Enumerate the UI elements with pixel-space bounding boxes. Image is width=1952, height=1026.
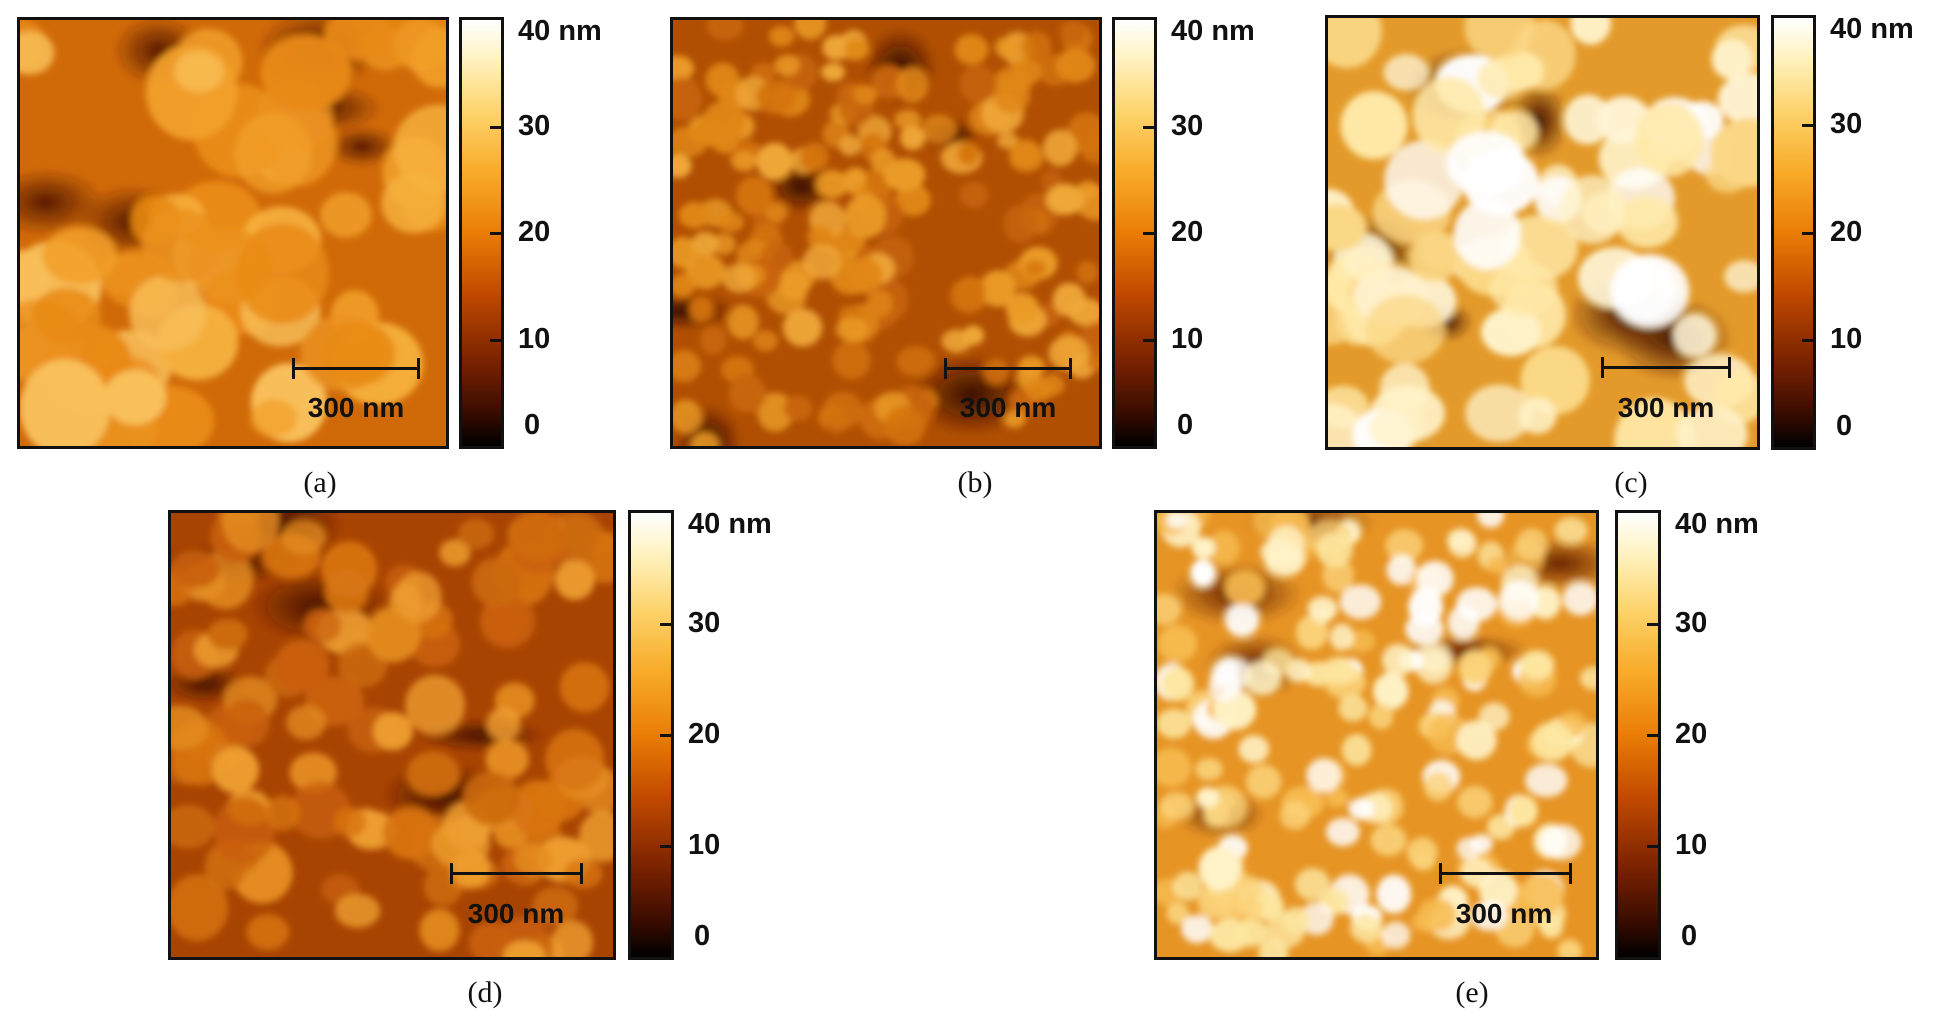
scale-label-e: 300 nm xyxy=(1455,898,1553,929)
colorbar-tick-d-1 xyxy=(660,623,674,626)
scale-bar-b xyxy=(944,358,1072,379)
colorbar-label-a-3: 10 xyxy=(518,322,551,355)
colorbar-label-b-0: 40 nm xyxy=(1171,15,1255,47)
colorbar-label-e-4: 0 xyxy=(1681,920,1698,952)
afm-image-e xyxy=(1154,510,1599,960)
colorbar-tick-e-2 xyxy=(1647,734,1661,737)
colorbar-label-a-0: 40 nm xyxy=(518,15,602,47)
colorbar-label-c-1: 30 xyxy=(1830,108,1863,141)
caption-e: (e) xyxy=(1455,976,1489,1009)
caption-d: (d) xyxy=(467,976,503,1009)
colorbar-tick-a-2 xyxy=(490,232,504,235)
colorbar-label-b-3: 10 xyxy=(1171,322,1204,355)
scale-label-d: 300 nm xyxy=(467,898,565,929)
scale-bar-d xyxy=(450,863,583,884)
colorbar-label-a-4: 0 xyxy=(524,409,541,441)
colorbar-tick-c-1 xyxy=(1802,124,1816,128)
colorbar-tick-e-1 xyxy=(1647,623,1661,626)
colorbar-tick-e-3 xyxy=(1647,845,1661,848)
colorbar-label-a-1: 30 xyxy=(518,109,551,142)
colorbar-tick-b-1 xyxy=(1143,125,1157,129)
colorbar-tick-b-2 xyxy=(1143,232,1157,235)
scale-label-a: 300 nm xyxy=(307,392,405,423)
colorbar-tick-d-2 xyxy=(660,734,674,737)
afm-texture-c xyxy=(1328,18,1757,447)
colorbar-label-a-2: 20 xyxy=(518,216,551,248)
colorbar-label-e-1: 30 xyxy=(1675,607,1708,639)
colorbar-label-c-3: 10 xyxy=(1830,322,1863,355)
colorbar-tick-d-3 xyxy=(660,845,674,848)
scale-bar-c xyxy=(1601,357,1731,378)
scale-label-b: 300 nm xyxy=(959,392,1057,423)
afm-image-a xyxy=(17,17,449,449)
caption-c: (c) xyxy=(1614,466,1648,499)
afm-image-c xyxy=(1325,15,1760,450)
colorbar-label-e-0: 40 nm xyxy=(1675,508,1759,540)
colorbar-label-d-4: 0 xyxy=(694,920,711,952)
colorbar-tick-b-3 xyxy=(1143,338,1157,342)
afm-texture-d xyxy=(171,513,613,957)
afm-texture-b xyxy=(673,20,1099,446)
colorbar-tick-c-2 xyxy=(1802,231,1816,235)
colorbar-label-c-2: 20 xyxy=(1830,215,1863,248)
colorbar-label-c-0: 40 nm xyxy=(1830,13,1914,45)
colorbar-label-b-2: 20 xyxy=(1171,216,1204,248)
colorbar-label-b-4: 0 xyxy=(1177,409,1194,441)
scale-bar-e xyxy=(1439,863,1572,884)
colorbar-label-d-0: 40 nm xyxy=(688,508,772,540)
colorbar-label-e-2: 20 xyxy=(1675,718,1708,750)
afm-image-d xyxy=(168,510,616,960)
colorbar-tick-c-3 xyxy=(1802,338,1816,342)
afm-image-b xyxy=(670,17,1102,449)
afm-texture-e xyxy=(1157,513,1596,957)
colorbar-tick-a-1 xyxy=(490,125,504,129)
colorbar-label-e-3: 10 xyxy=(1675,829,1708,861)
colorbar-label-d-2: 20 xyxy=(688,718,721,750)
caption-a: (a) xyxy=(303,466,337,499)
caption-b: (b) xyxy=(957,466,993,499)
scale-bar-a xyxy=(292,358,420,379)
colorbar-tick-a-3 xyxy=(490,338,504,342)
colorbar-label-b-1: 30 xyxy=(1171,109,1204,142)
colorbar-label-c-4: 0 xyxy=(1836,410,1853,442)
colorbar-label-d-1: 30 xyxy=(688,607,721,639)
afm-texture-a xyxy=(20,20,446,446)
scale-label-c: 300 nm xyxy=(1617,392,1715,423)
colorbar-label-d-3: 10 xyxy=(688,829,721,861)
